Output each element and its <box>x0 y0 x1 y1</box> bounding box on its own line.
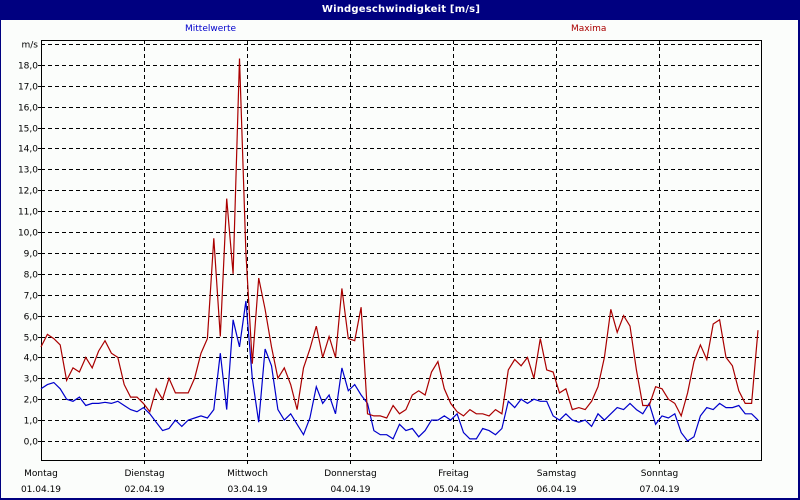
x-tick-day: Montag <box>24 469 58 479</box>
legend-mittelwerte: Mittelwerte <box>185 24 237 34</box>
x-tick-date: 03.04.19 <box>227 485 267 495</box>
y-tick-label: 6,0 <box>24 313 39 323</box>
x-tick-date: 05.04.19 <box>433 485 473 495</box>
y-tick-label: 2,0 <box>24 396 39 406</box>
x-tick-date: 04.04.19 <box>330 485 370 495</box>
y-tick-label: 12,0 <box>18 187 38 197</box>
y-tick-label: 14,0 <box>18 145 38 155</box>
x-tick-date: 02.04.19 <box>124 485 164 495</box>
series-mittelwerte-line <box>40 300 759 442</box>
x-tick-date: 01.04.19 <box>21 485 61 495</box>
window-title: Windgeschwindigkeit [m/s] <box>1 0 800 20</box>
x-tick-date: 07.04.19 <box>639 485 679 495</box>
y-tick-label: 4,0 <box>24 354 39 364</box>
y-tick-label: 0,0 <box>24 438 39 448</box>
x-tick-day: Mittwoch <box>227 469 268 479</box>
y-unit-label: m/s <box>22 41 39 51</box>
y-tick-label: 9,0 <box>24 250 39 260</box>
plot-frame <box>41 40 762 461</box>
x-tick-day: Sonntag <box>641 469 678 479</box>
y-tick-label: 16,0 <box>18 104 38 114</box>
y-tick-label: 17,0 <box>18 83 38 93</box>
y-tick-label: 11,0 <box>18 208 38 218</box>
y-tick-label: 3,0 <box>24 375 39 385</box>
x-tick-day: Freitag <box>438 469 469 479</box>
y-tick-label: 7,0 <box>24 292 39 302</box>
x-tick-date: 06.04.19 <box>536 485 576 495</box>
y-tick-label: 18,0 <box>18 62 38 72</box>
x-tick-day: Donnerstag <box>324 469 377 479</box>
legend-maxima: Maxima <box>571 24 607 34</box>
x-tick-day: Samstag <box>537 469 576 479</box>
y-tick-label: 10,0 <box>18 229 38 239</box>
y-tick-label: 15,0 <box>18 125 38 135</box>
y-tick-label: 5,0 <box>24 334 39 344</box>
y-tick-label: 13,0 <box>18 166 38 176</box>
y-tick-label: 8,0 <box>24 271 39 281</box>
x-tick-day: Dienstag <box>124 469 164 479</box>
series-maxima-line <box>40 58 759 419</box>
y-tick-label: 1,0 <box>24 417 39 427</box>
